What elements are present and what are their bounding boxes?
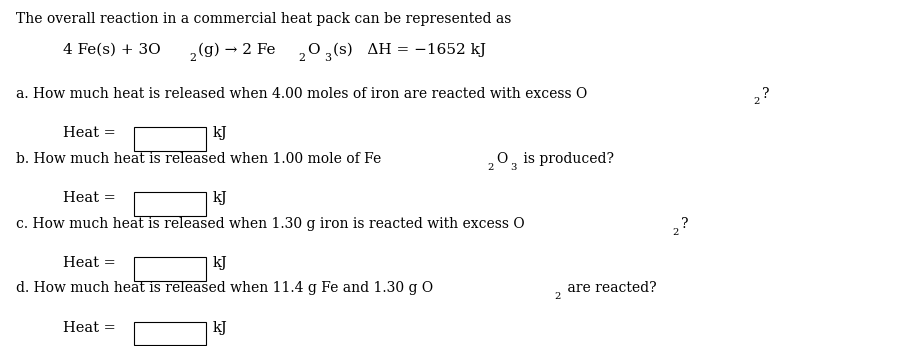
Text: 2: 2 [189, 53, 196, 63]
Text: 2: 2 [298, 53, 305, 63]
FancyBboxPatch shape [133, 257, 206, 281]
Text: 2: 2 [752, 98, 759, 107]
Text: c. How much heat is released when 1.30 g iron is reacted with excess O: c. How much heat is released when 1.30 g… [16, 217, 524, 231]
Text: (s)   ΔH = −1652 kJ: (s) ΔH = −1652 kJ [333, 42, 485, 57]
Text: 3: 3 [510, 163, 516, 172]
Text: Heat =: Heat = [63, 191, 115, 206]
Text: 2: 2 [487, 163, 493, 172]
FancyBboxPatch shape [133, 322, 206, 345]
Text: 2: 2 [672, 228, 678, 237]
Text: kJ: kJ [213, 191, 227, 206]
Text: (g) → 2 Fe: (g) → 2 Fe [198, 42, 276, 57]
Text: are reacted?: are reacted? [562, 281, 656, 295]
Text: O: O [307, 43, 319, 57]
Text: Heat =: Heat = [63, 126, 115, 140]
Text: Heat =: Heat = [63, 321, 115, 335]
Text: kJ: kJ [213, 126, 227, 140]
Text: is produced?: is produced? [518, 152, 612, 166]
Text: a. How much heat is released when 4.00 moles of iron are reacted with excess O: a. How much heat is released when 4.00 m… [16, 86, 587, 101]
Text: 4 Fe(s) + 3O: 4 Fe(s) + 3O [63, 43, 161, 57]
Text: kJ: kJ [213, 256, 227, 271]
Text: d. How much heat is released when 11.4 g Fe and 1.30 g O: d. How much heat is released when 11.4 g… [16, 281, 433, 295]
FancyBboxPatch shape [133, 192, 206, 216]
Text: 3: 3 [323, 53, 330, 63]
Text: ?: ? [760, 86, 769, 101]
Text: kJ: kJ [213, 321, 227, 335]
Text: b. How much heat is released when 1.00 mole of Fe: b. How much heat is released when 1.00 m… [16, 152, 381, 166]
Text: The overall reaction in a commercial heat pack can be represented as: The overall reaction in a commercial hea… [16, 12, 511, 26]
FancyBboxPatch shape [133, 127, 206, 151]
Text: Heat =: Heat = [63, 256, 115, 271]
Text: 2: 2 [554, 292, 560, 301]
Text: ?: ? [680, 217, 687, 231]
Text: O: O [495, 152, 506, 166]
